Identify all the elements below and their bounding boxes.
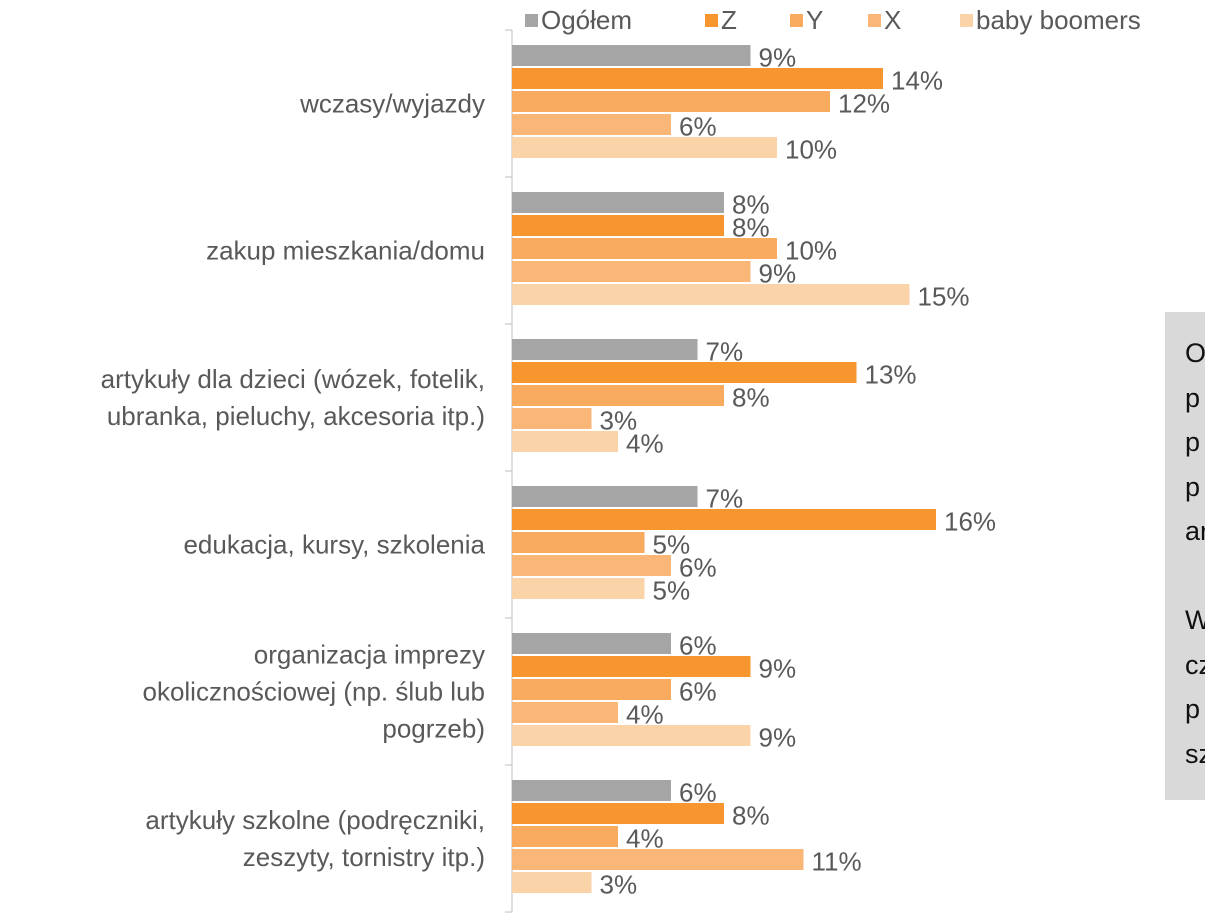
data-label: 10% xyxy=(785,235,837,265)
bar xyxy=(512,68,883,89)
bar xyxy=(512,725,751,746)
legend-label: Z xyxy=(721,5,737,35)
data-label: 6% xyxy=(679,777,717,807)
data-label: 3% xyxy=(600,869,638,899)
legend-label: Y xyxy=(806,5,823,35)
data-label: 3% xyxy=(600,405,638,435)
annotation-line: p xyxy=(1185,427,1201,457)
annotation-line: cz xyxy=(1185,649,1205,680)
bar xyxy=(512,431,618,452)
category-label: edukacja, kursy, szkolenia xyxy=(183,529,485,559)
annotation-line: sz xyxy=(1185,738,1205,769)
bar xyxy=(512,826,618,847)
data-label: 8% xyxy=(732,800,770,830)
category-label: artykuły dla dzieci (wózek, fotelik, ubr… xyxy=(100,363,485,431)
data-label: 9% xyxy=(759,258,797,288)
bar xyxy=(512,91,830,112)
legend-swatch xyxy=(960,14,973,27)
bar xyxy=(512,679,671,700)
annotation-line: O xyxy=(1185,338,1205,368)
data-label: 10% xyxy=(785,134,837,164)
bar xyxy=(512,45,751,66)
annotation-line: p xyxy=(1185,694,1201,724)
bar xyxy=(512,555,671,576)
legend-label: X xyxy=(884,5,901,35)
bar xyxy=(512,803,724,824)
bar xyxy=(512,656,751,677)
category-label: artykuły szkolne (podręczniki, zeszyty, … xyxy=(145,804,485,872)
data-label: 9% xyxy=(759,653,797,683)
annotation-line: ar xyxy=(1185,516,1205,546)
bar xyxy=(512,486,698,507)
bar xyxy=(512,408,592,429)
data-label: 12% xyxy=(838,88,890,118)
legend-swatch xyxy=(868,14,881,27)
category-label: organizacja imprezy okolicznościowej (np… xyxy=(142,639,485,743)
bar xyxy=(512,339,698,360)
data-label: 9% xyxy=(759,42,797,72)
annotation-line: p xyxy=(1185,471,1201,502)
bar xyxy=(512,215,724,236)
data-label: 7% xyxy=(706,336,744,366)
bar xyxy=(512,238,777,259)
bar xyxy=(512,192,724,213)
text-box: OppparWczpsz xyxy=(1165,312,1205,800)
data-label: 11% xyxy=(812,846,862,876)
data-label: 6% xyxy=(679,630,717,660)
data-label: 9% xyxy=(759,722,797,752)
bar xyxy=(512,780,671,801)
data-label: 13% xyxy=(865,359,917,389)
bar xyxy=(512,509,936,530)
bar xyxy=(512,532,645,553)
data-label: 5% xyxy=(653,575,691,605)
data-label: 6% xyxy=(679,552,717,582)
annotation-line: p xyxy=(1185,382,1201,413)
bar xyxy=(512,385,724,406)
data-label: 8% xyxy=(732,189,770,219)
annotation-line: W xyxy=(1185,605,1205,635)
bar xyxy=(512,702,618,723)
category-label: wczasy/wyjazdy xyxy=(300,88,485,118)
data-label: 16% xyxy=(944,506,996,536)
data-label: 14% xyxy=(891,65,943,95)
legend-swatch xyxy=(525,14,538,27)
legend-label: Ogółem xyxy=(541,5,632,35)
data-label: 6% xyxy=(679,676,717,706)
data-label: 8% xyxy=(732,382,770,412)
data-label: 4% xyxy=(626,823,664,853)
bar xyxy=(512,633,671,654)
bar xyxy=(512,284,910,305)
legend-label: baby boomers xyxy=(976,5,1141,35)
legend-swatch xyxy=(790,14,803,27)
bar xyxy=(512,261,751,282)
bar xyxy=(512,578,645,599)
data-label: 7% xyxy=(706,483,744,513)
data-label: 8% xyxy=(732,212,770,242)
data-label: 4% xyxy=(626,428,664,458)
data-label: 6% xyxy=(679,111,717,141)
bar xyxy=(512,137,777,158)
data-label: 15% xyxy=(918,281,970,311)
bar xyxy=(512,362,857,383)
bar xyxy=(512,114,671,135)
legend-swatch xyxy=(705,14,718,27)
data-label: 4% xyxy=(626,699,664,729)
data-label: 5% xyxy=(653,529,691,559)
bar xyxy=(512,872,592,893)
bar xyxy=(512,849,804,870)
category-label: zakup mieszkania/domu xyxy=(206,235,485,265)
